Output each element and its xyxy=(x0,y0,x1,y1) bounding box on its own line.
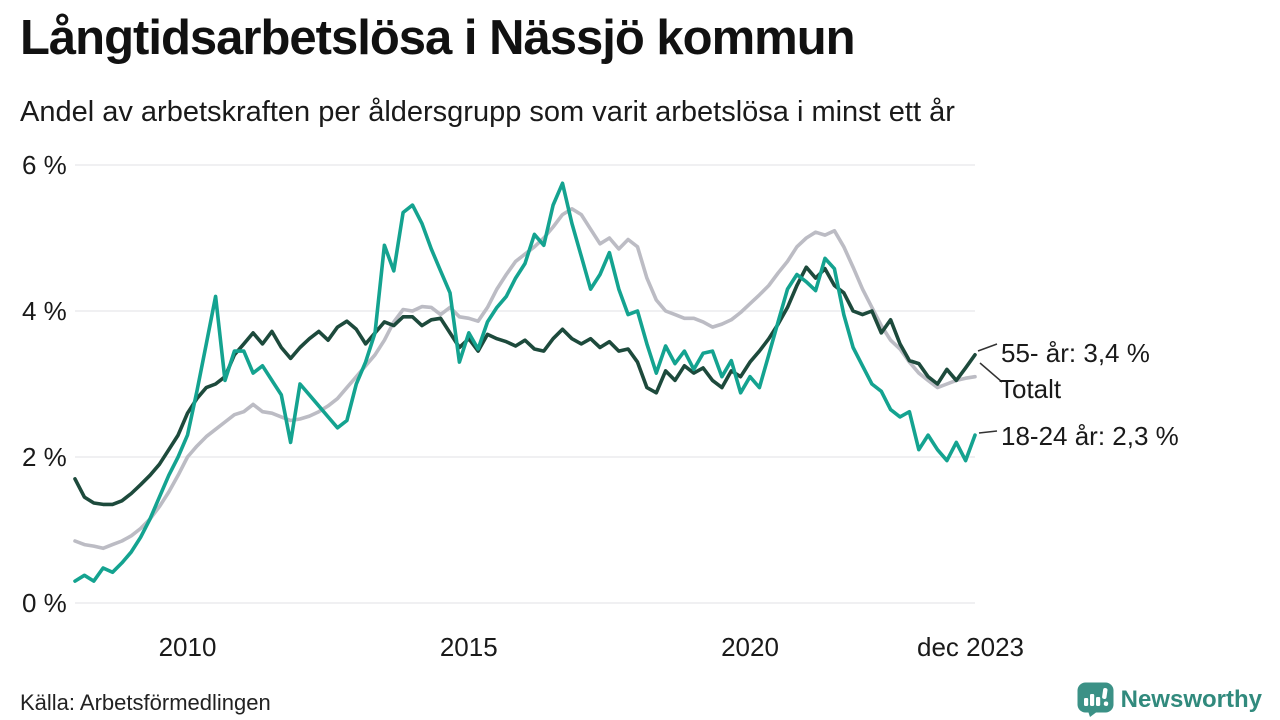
end-label-total: Totalt xyxy=(999,374,1062,404)
series-lines xyxy=(73,181,977,583)
x-axis-label-2015: 2015 xyxy=(439,632,498,662)
series-line-total xyxy=(73,207,977,551)
chart-subtitle: Andel av arbetskraften per åldersgrupp s… xyxy=(20,96,955,128)
series-line-18-24 xyxy=(73,181,977,583)
chart-title: Långtidsarbetslösa i Nässjö kommun xyxy=(20,11,856,65)
source-note: Källa: Arbetsförmedlingen xyxy=(20,690,271,715)
leader-line-55-plus xyxy=(977,343,998,352)
y-axis-label-2: 2 % xyxy=(22,442,67,472)
gridlines xyxy=(75,164,975,604)
y-axis-label-4: 4 % xyxy=(22,296,67,326)
annotation-leader-lines xyxy=(977,343,1003,434)
x-axis-label-2020: 2020 xyxy=(721,632,779,662)
brand-name: Newsworthy xyxy=(1120,685,1262,713)
end-label-55-plus: 55- år: 3,4 % xyxy=(1001,338,1150,368)
leader-line-18-24 xyxy=(978,430,998,434)
y-axis-label-0: 0 % xyxy=(22,588,67,618)
end-label-18-24: 18-24 år: 2,3 % xyxy=(1001,421,1179,451)
y-axis-label-6: 6 % xyxy=(22,150,67,180)
x-axis-label-2010: 2010 xyxy=(158,632,217,662)
brand-lockup: Newsworthy xyxy=(1077,682,1262,717)
x-axis-label-dec-2023: dec 2023 xyxy=(917,632,1024,662)
leader-line-total xyxy=(979,362,1003,383)
newsworthy-logo-icon xyxy=(1077,682,1114,717)
